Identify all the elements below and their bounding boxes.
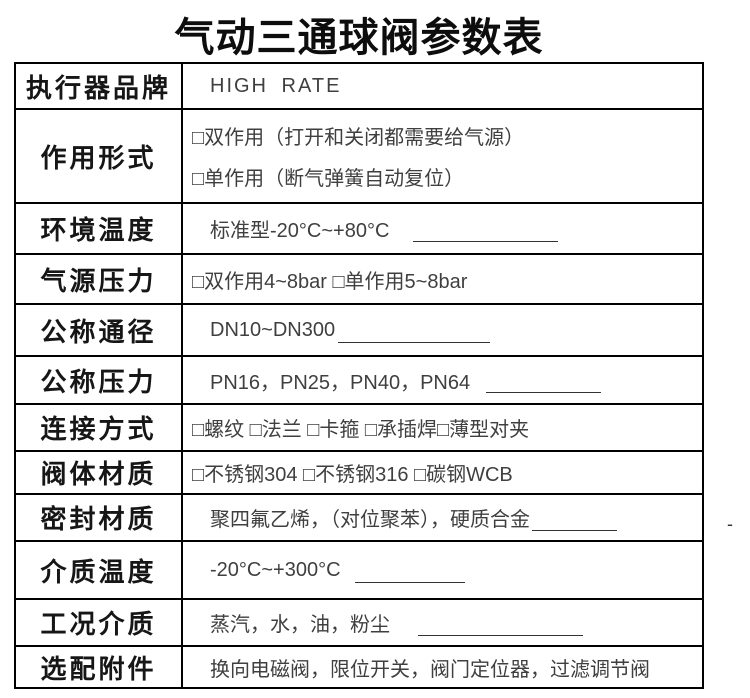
option-double-acting: □双作用（打开和关闭都需要给气源） (192, 127, 525, 150)
page-title: 气动三通球阀参数表 (174, 16, 544, 60)
option-single-acting: □单作用（断气弹簧自动复位） (192, 167, 465, 190)
table-row: 作用形式 □双作用（打开和关闭都需要给气源） □单作用（断气弹簧自动复位） (16, 108, 702, 202)
air-pressure-text: □双作用4~8bar □单作用5~8bar (192, 270, 468, 293)
row-value: PN16，PN25，PN40，PN64 (183, 357, 702, 403)
row-value: HIGH RATE (183, 64, 702, 108)
row-value: 换向电磁阀，限位开关，阀门定位器，过滤调节阀 (183, 647, 702, 687)
blank-underline (418, 621, 583, 636)
row-label: 介质温度 (16, 542, 183, 598)
row-value: □螺纹 □法兰 □卡箍 □承插焊□薄型对夹 (183, 405, 702, 450)
row-value: -20°C~+300°C (183, 542, 702, 598)
nominal-diameter-text: DN10~DN300 (210, 318, 336, 341)
row-label: 工况介质 (16, 600, 183, 645)
row-label: 环境温度 (16, 204, 183, 253)
row-value: 标准型-20°C~+80°C (183, 204, 702, 253)
row-value: 蒸汽，水，油，粉尘 (183, 600, 702, 645)
table-row: 介质温度 -20°C~+300°C (16, 540, 702, 598)
row-label: 公称通径 (16, 305, 183, 355)
table-row: 气源压力 □双作用4~8bar □单作用5~8bar (16, 253, 702, 303)
accessories-text: 换向电磁阀，限位开关，阀门定位器，过滤调节阀 (210, 658, 650, 681)
blank-underline (413, 227, 559, 242)
table-row: 连接方式 □螺纹 □法兰 □卡箍 □承插焊□薄型对夹 (16, 403, 702, 450)
table-row: 密封材质 聚四氟乙烯，（对位聚苯），硬质合金 (16, 493, 702, 540)
row-value: 聚四氟乙烯，（对位聚苯），硬质合金 (183, 495, 702, 540)
blank-underline (486, 378, 602, 393)
table-row: 选配附件 换向电磁阀，限位开关，阀门定位器，过滤调节阀 (16, 645, 702, 687)
row-value: □双作用4~8bar □单作用5~8bar (183, 255, 702, 303)
connection-type-text: □螺纹 □法兰 □卡箍 □承插焊□薄型对夹 (192, 419, 530, 441)
working-medium-text: 蒸汽，水，油，粉尘 (210, 614, 390, 636)
blank-underline (532, 516, 617, 531)
row-label: 选配附件 (16, 647, 183, 687)
nominal-pressure-text: PN16，PN25，PN40，PN64 (210, 371, 471, 394)
row-value: DN10~DN300 (183, 305, 702, 355)
medium-temp-text: -20°C~+300°C (210, 558, 341, 581)
row-label: 连接方式 (16, 405, 183, 450)
row-label: 公称压力 (16, 357, 183, 403)
row-label: 作用形式 (16, 110, 183, 202)
table-row: 环境温度 标准型-20°C~+80°C (16, 202, 702, 253)
actuator-brand-text: HIGH RATE (210, 74, 342, 97)
table-row: 阀体材质 □不锈钢304 □不锈钢316 □碳钢WCB (16, 450, 702, 493)
row-label: 密封材质 (16, 495, 183, 540)
table-row: 公称压力 PN16，PN25，PN40，PN64 (16, 355, 702, 403)
row-label: 阀体材质 (16, 452, 183, 493)
row-label: 执行器品牌 (16, 64, 183, 108)
row-label: 气源压力 (16, 255, 183, 303)
body-material-text: □不锈钢304 □不锈钢316 □碳钢WCB (192, 464, 513, 486)
table-row: 执行器品牌 HIGH RATE (16, 64, 702, 108)
row-value: □不锈钢304 □不锈钢316 □碳钢WCB (183, 452, 702, 493)
ambient-temp-text: 标准型-20°C~+80°C (210, 220, 390, 242)
table-row: 公称通径 DN10~DN300 (16, 303, 702, 355)
row-value: □双作用（打开和关闭都需要给气源） □单作用（断气弹簧自动复位） (183, 110, 702, 202)
blank-underline (338, 328, 491, 343)
blank-underline (354, 568, 465, 583)
seal-material-text: 聚四氟乙烯，（对位聚苯），硬质合金 (210, 509, 530, 531)
stray-mark: - (727, 514, 733, 534)
parameter-table: 执行器品牌 HIGH RATE 作用形式 □双作用（打开和关闭都需要给气源） □… (14, 62, 704, 689)
table-row: 工况介质 蒸汽，水，油，粉尘 (16, 598, 702, 645)
